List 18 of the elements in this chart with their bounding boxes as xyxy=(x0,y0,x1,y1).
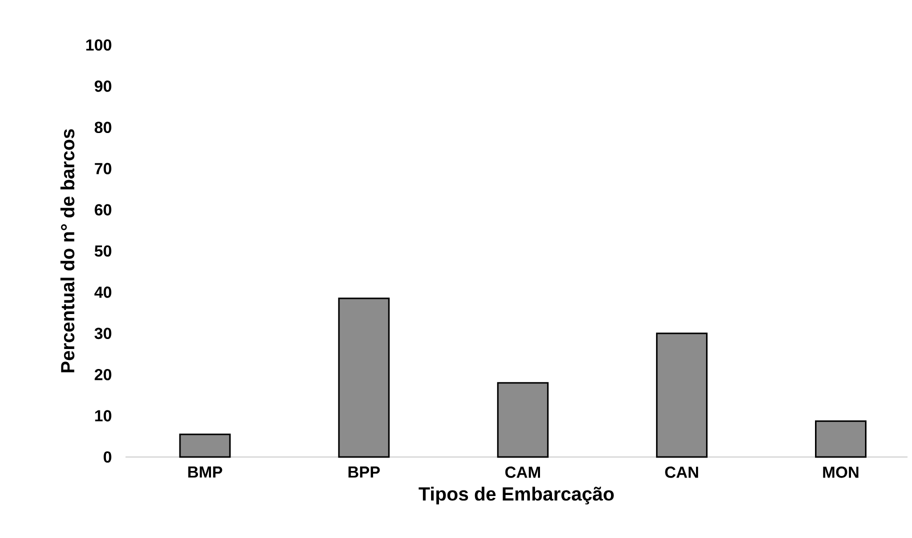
y-tick-label: 100 xyxy=(86,39,112,51)
y-axis-title: Percentual do n° de barcos xyxy=(60,129,74,372)
x-tick-label: CAN xyxy=(665,466,698,478)
y-tick-label: 90 xyxy=(94,80,112,92)
x-tick-label: MON xyxy=(823,466,858,478)
x-axis-title: Tipos de Embarcação xyxy=(418,486,614,504)
y-tick-label: 60 xyxy=(94,204,112,216)
y-tick-label: 10 xyxy=(95,410,112,422)
y-tick-label: 20 xyxy=(94,368,112,380)
y-tick-label: 0 xyxy=(104,451,112,463)
y-tick-label: 50 xyxy=(94,245,112,257)
y-tick-label: 40 xyxy=(94,286,112,298)
x-tick-label: CAM xyxy=(505,466,540,478)
x-tick-label: BMP xyxy=(188,466,222,478)
y-tick-label: 30 xyxy=(94,328,112,340)
y-tick-label: 70 xyxy=(94,162,112,174)
x-tick-label: BPP xyxy=(348,466,380,478)
y-tick-label: 80 xyxy=(94,122,112,134)
